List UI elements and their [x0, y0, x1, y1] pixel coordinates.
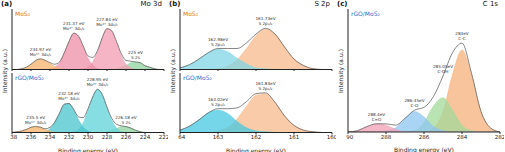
svg-text:162.98eVS 2p₁/₂: 162.98eVS 2p₁/₂	[208, 37, 228, 47]
svg-text:160: 160	[327, 134, 336, 140]
svg-text:Binding energy (eV): Binding energy (eV)	[58, 146, 118, 152]
svg-text:234.97 eVMo⁶⁺ 3d₃/₂: 234.97 eVMo⁶⁺ 3d₃/₂	[30, 47, 52, 57]
svg-text:232: 232	[64, 134, 75, 140]
svg-text:238: 238	[10, 134, 18, 140]
svg-text:162: 162	[251, 134, 262, 140]
html-text:Mo 3d: Mo 3d	[140, 0, 162, 8]
html-text:(a): (a)	[1, 0, 13, 8]
html-text:Intensity (a.u.): Intensity (a.u.)	[169, 48, 176, 93]
svg-text:163: 163	[213, 134, 224, 140]
svg-text:285.05eVC-OH: 285.05eVC-OH	[433, 64, 453, 74]
html-text:rGO/MoS₂: rGO/MoS₂	[351, 10, 380, 17]
svg-text:286.45eVC-O: 286.45eVC-O	[404, 98, 424, 108]
svg-text:224: 224	[140, 134, 151, 140]
html-text:rGO/MoS₂: rGO/MoS₂	[15, 73, 44, 81]
svg-text:226: 226	[121, 134, 132, 140]
svg-text:284eVC-C: 284eVC-C	[455, 31, 469, 41]
svg-text:227.84 eVMo⁴⁺ 3d₅/₂: 227.84 eVMo⁴⁺ 3d₅/₂	[96, 17, 118, 27]
svg-text:288.4eVC=O: 288.4eVC=O	[368, 112, 386, 122]
svg-text:Binding energy (eV): Binding energy (eV)	[226, 146, 286, 152]
svg-text:230: 230	[83, 134, 94, 140]
svg-text:225 eVS 2s: 225 eVS 2s	[128, 50, 143, 60]
svg-text:163.02eVS 2p₁/₂: 163.02eVS 2p₁/₂	[208, 96, 228, 106]
html-text:Intensity (a.u.): Intensity (a.u.)	[337, 48, 344, 93]
svg-text:231.37 eVMo⁴⁺ 3d₃/₂: 231.37 eVMo⁴⁺ 3d₃/₂	[63, 21, 85, 31]
html-text:S 2p: S 2p	[314, 0, 330, 8]
svg-text:235.5 eVMo⁶⁺ 3d₃/₂: 235.5 eVMo⁶⁺ 3d₃/₂	[25, 114, 47, 124]
svg-text:161.73eVS 2p₃/₂: 161.73eVS 2p₃/₂	[255, 16, 275, 26]
svg-text:234: 234	[45, 134, 56, 140]
html-text:(b): (b)	[169, 0, 181, 8]
svg-text:284: 284	[457, 134, 468, 140]
svg-text:286: 286	[419, 134, 430, 140]
svg-text:164: 164	[178, 134, 186, 140]
svg-text:Binding energy (eV): Binding energy (eV)	[394, 146, 454, 152]
html-text:MoS₂: MoS₂	[183, 10, 199, 17]
svg-text:290: 290	[346, 134, 354, 140]
html-text:rGO/MoS₂: rGO/MoS₂	[183, 73, 212, 81]
html-text:C 1s: C 1s	[482, 0, 498, 8]
html-text:Intensity (a.u.): Intensity (a.u.)	[1, 48, 8, 93]
svg-text:236: 236	[26, 134, 37, 140]
html-text:MoS₂: MoS₂	[15, 10, 31, 17]
svg-text:228.95 eVMo⁴⁺ 3d₅/₂: 228.95 eVMo⁴⁺ 3d₅/₂	[87, 77, 109, 87]
svg-text:161: 161	[289, 134, 300, 140]
svg-text:161.84eVS 2p₃/₂: 161.84eVS 2p₃/₂	[255, 80, 275, 90]
svg-text:288: 288	[381, 134, 392, 140]
svg-text:226.18 eVS 2s: 226.18 eVS 2s	[115, 114, 137, 124]
svg-text:282: 282	[495, 134, 497, 140]
svg-text:228: 228	[102, 134, 113, 140]
html-text:(c): (c)	[337, 0, 348, 8]
svg-text:222: 222	[159, 134, 168, 140]
svg-text:232.18 eVMo⁴⁺ 3d₃/₂: 232.18 eVMo⁴⁺ 3d₃/₂	[58, 91, 80, 101]
